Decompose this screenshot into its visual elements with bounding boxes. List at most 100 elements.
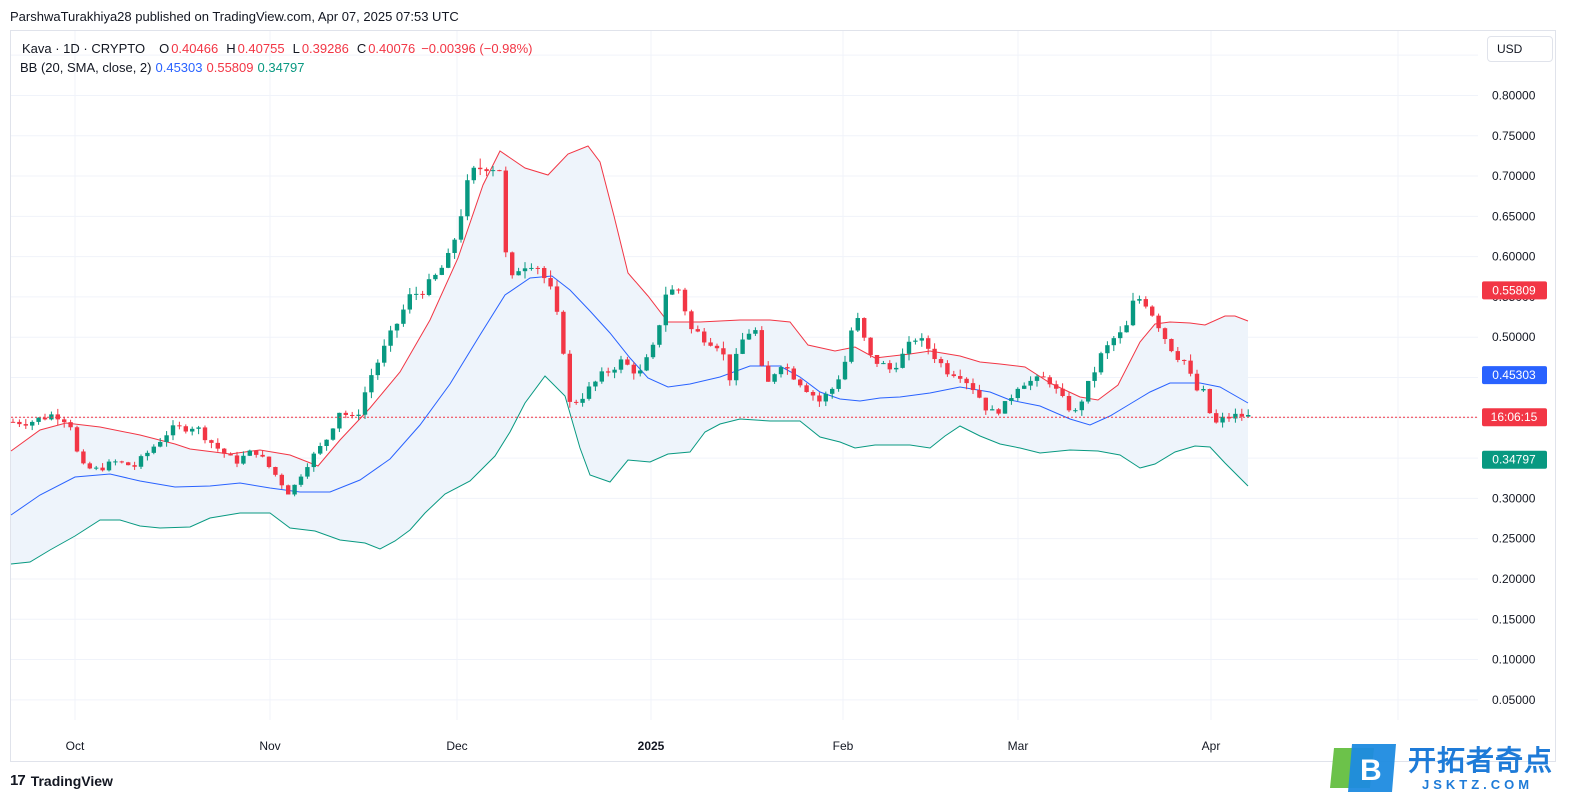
watermark-url: JSKTZ.COM bbox=[1422, 776, 1534, 792]
candle bbox=[810, 390, 816, 401]
candle bbox=[778, 365, 784, 378]
candle bbox=[407, 287, 412, 314]
y-tick-label: 0.25000 bbox=[1492, 532, 1536, 546]
candle bbox=[554, 280, 560, 315]
y-tick-label: 0.70000 bbox=[1492, 169, 1536, 183]
candle bbox=[548, 270, 553, 290]
watermark-logo-icon: B bbox=[1330, 744, 1396, 792]
svg-text:16:06:15: 16:06:15 bbox=[1491, 410, 1538, 424]
published-header: ParshwaTurakhiya28 published on TradingV… bbox=[10, 9, 459, 24]
candle bbox=[1098, 351, 1104, 375]
candle bbox=[1201, 385, 1206, 392]
candle bbox=[426, 273, 432, 297]
candle bbox=[1220, 412, 1225, 428]
candle bbox=[894, 362, 899, 373]
candle bbox=[625, 356, 630, 366]
candle bbox=[330, 428, 336, 441]
candle bbox=[817, 392, 822, 407]
candle bbox=[862, 317, 867, 341]
candle bbox=[369, 368, 374, 399]
tradingview-wordmark: TradingView bbox=[30, 772, 113, 789]
x-tick-label: Nov bbox=[259, 739, 280, 753]
x-tick-label: Apr bbox=[1202, 739, 1221, 753]
candle bbox=[606, 367, 611, 377]
candle bbox=[311, 451, 316, 472]
symbol-title[interactable]: Kava · 1D · CRYPTO bbox=[22, 41, 146, 56]
y-tick-label: 0.30000 bbox=[1492, 491, 1536, 505]
candle bbox=[887, 360, 892, 374]
x-tick-label: Mar bbox=[1008, 739, 1029, 753]
candle bbox=[676, 288, 681, 294]
candle bbox=[689, 309, 694, 334]
candle bbox=[228, 452, 233, 456]
tradingview-logo[interactable]: 17 TradingView bbox=[10, 772, 113, 789]
candle bbox=[650, 342, 656, 359]
site-watermark: B 开拓者奇点 JSKTZ.COM bbox=[1330, 742, 1553, 794]
svg-text:0.45303: 0.45303 bbox=[1492, 368, 1536, 382]
candle bbox=[1137, 295, 1142, 304]
candle bbox=[1022, 382, 1027, 390]
candle bbox=[394, 323, 400, 338]
candle bbox=[746, 329, 752, 340]
tradingview-mark-icon: 17 bbox=[10, 772, 26, 789]
chart-legend: Kava · 1D · CRYPTO O 0.40466 H 0.40755 L 0.392… bbox=[20, 39, 533, 77]
candle bbox=[478, 158, 483, 176]
candle bbox=[695, 325, 700, 333]
candle bbox=[1239, 408, 1244, 421]
candle bbox=[164, 431, 169, 447]
candle bbox=[849, 327, 854, 364]
candle bbox=[734, 348, 739, 386]
candle bbox=[458, 209, 464, 243]
candle bbox=[337, 412, 342, 433]
currency-button[interactable]: USD bbox=[1487, 36, 1553, 62]
candle bbox=[842, 355, 848, 381]
low-value: 0.39286 bbox=[301, 41, 349, 56]
x-tick-label: Oct bbox=[66, 739, 85, 753]
candle bbox=[804, 383, 809, 393]
candle bbox=[586, 382, 592, 401]
candle bbox=[535, 265, 540, 275]
candle bbox=[382, 339, 387, 367]
bb-indicator-label[interactable]: BB (20, SMA, close, 2) bbox=[20, 60, 152, 75]
candle bbox=[266, 456, 272, 469]
candle bbox=[113, 459, 118, 466]
svg-text:0.55809: 0.55809 bbox=[1492, 283, 1536, 297]
candle bbox=[177, 421, 182, 430]
candle bbox=[286, 484, 291, 495]
candle bbox=[958, 369, 963, 383]
candle bbox=[1111, 336, 1116, 352]
candle bbox=[375, 359, 380, 380]
candle bbox=[151, 444, 156, 455]
candle bbox=[62, 416, 67, 428]
candle bbox=[196, 425, 201, 435]
candle bbox=[247, 449, 252, 456]
candle bbox=[1041, 371, 1046, 378]
y-tick-label: 0.75000 bbox=[1492, 129, 1536, 143]
candle bbox=[420, 290, 425, 299]
candle bbox=[791, 366, 796, 381]
candle bbox=[682, 287, 688, 316]
candle bbox=[1162, 327, 1168, 345]
candle bbox=[951, 370, 956, 378]
svg-text:B: B bbox=[1360, 754, 1382, 787]
bollinger-band bbox=[10, 145, 1249, 565]
candle bbox=[356, 409, 361, 420]
candle bbox=[273, 466, 278, 477]
candle bbox=[138, 454, 144, 469]
candle bbox=[202, 425, 208, 444]
price-labels: 0.55809 0.45303 16:06:15 0.34797 bbox=[11, 281, 1547, 469]
candle bbox=[983, 397, 988, 415]
candle bbox=[721, 341, 726, 361]
candle bbox=[30, 420, 35, 431]
candle bbox=[516, 267, 521, 276]
candle bbox=[126, 461, 131, 466]
candle bbox=[874, 354, 880, 367]
candle bbox=[94, 465, 99, 471]
y-tick-label: 0.10000 bbox=[1492, 653, 1536, 667]
candle bbox=[87, 461, 92, 470]
candle bbox=[433, 273, 438, 281]
candle bbox=[1060, 383, 1065, 398]
x-tick-label: Dec bbox=[446, 739, 467, 753]
candle bbox=[1182, 359, 1187, 365]
